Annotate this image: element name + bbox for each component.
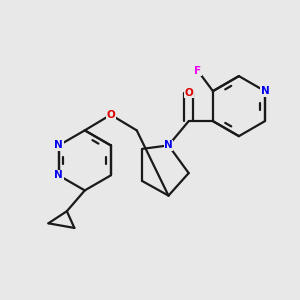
Text: N: N [54, 140, 63, 150]
Text: N: N [54, 170, 63, 180]
Text: O: O [106, 110, 115, 120]
Text: N: N [164, 140, 173, 150]
Text: F: F [194, 66, 202, 76]
Text: O: O [184, 88, 193, 98]
Text: N: N [260, 86, 269, 96]
